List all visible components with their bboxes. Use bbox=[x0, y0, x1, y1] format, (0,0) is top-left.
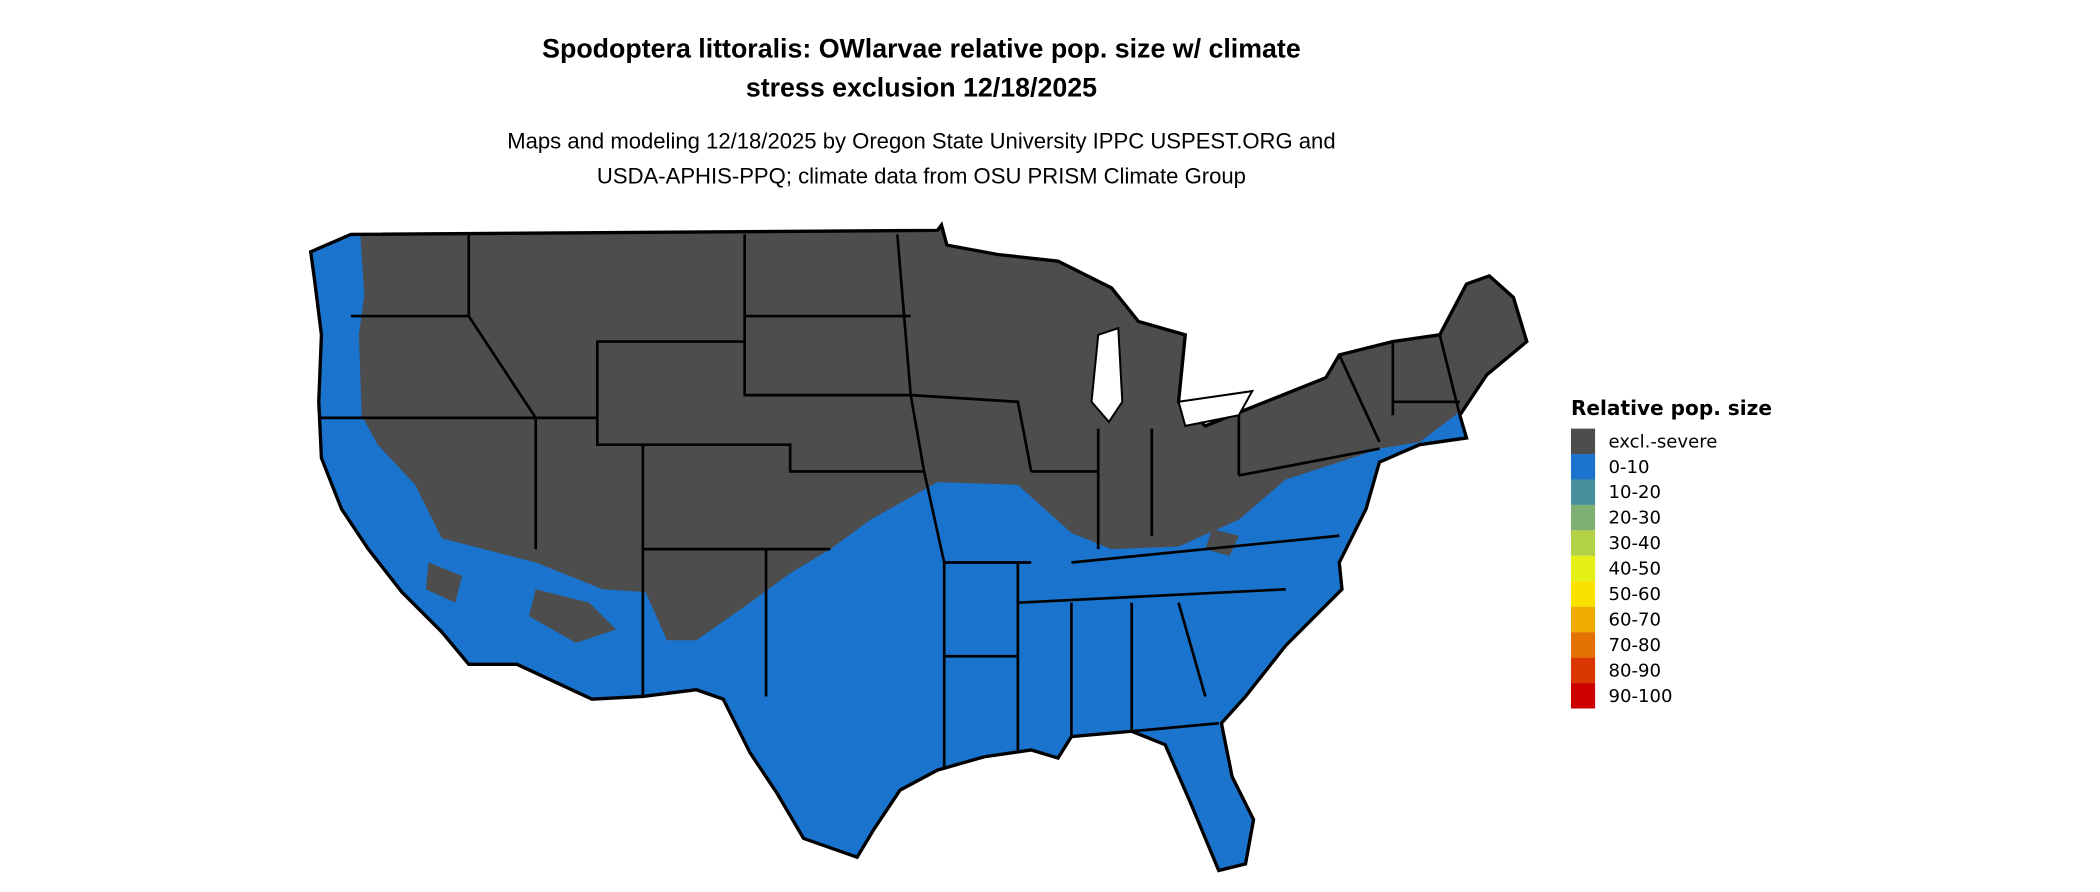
legend-swatch bbox=[1570, 632, 1596, 658]
legend-swatch bbox=[1570, 504, 1596, 531]
legend-swatch bbox=[1570, 657, 1596, 684]
map-title-line2: stress exclusion 12/18/2025 bbox=[746, 72, 1097, 102]
legend-label: excl.-severe bbox=[1608, 431, 1717, 452]
legend-title: Relative pop. size bbox=[1571, 396, 1772, 420]
us-map bbox=[309, 223, 1529, 873]
legend: Relative pop. size excl.-severe 0-10 10-20… bbox=[1570, 396, 1772, 709]
legend-swatch bbox=[1570, 555, 1596, 582]
legend-label: 40-50 bbox=[1608, 559, 1661, 580]
state-borders bbox=[318, 234, 1462, 771]
legend-label: 50-60 bbox=[1608, 584, 1661, 605]
legend-swatch bbox=[1570, 428, 1596, 455]
legend-swatch bbox=[1570, 530, 1596, 556]
legend-label: 0-10 bbox=[1608, 457, 1649, 478]
legend-label: 10-20 bbox=[1608, 482, 1661, 503]
legend-label: 70-80 bbox=[1608, 635, 1661, 656]
legend-swatch bbox=[1570, 683, 1596, 709]
great-lakes bbox=[1090, 326, 1255, 428]
legend-swatch bbox=[1570, 479, 1596, 505]
legend-label: 30-40 bbox=[1608, 533, 1661, 554]
legend-label: 20-30 bbox=[1608, 508, 1661, 529]
legend-label: 90-100 bbox=[1608, 686, 1672, 707]
map-subtitle-line1: Maps and modeling 12/18/2025 by Oregon S… bbox=[507, 129, 1335, 154]
legend-label: 60-70 bbox=[1608, 609, 1661, 630]
legend-label: 80-90 bbox=[1608, 660, 1661, 681]
legend-swatch bbox=[1570, 581, 1596, 607]
map-subtitle-line2: USDA-APHIS-PPQ; climate data from OSU PR… bbox=[597, 164, 1246, 189]
legend-swatch bbox=[1570, 606, 1596, 633]
map-title-line1: Spodoptera littoralis: OWlarvae relative… bbox=[542, 34, 1301, 64]
legend-swatch bbox=[1570, 454, 1596, 480]
